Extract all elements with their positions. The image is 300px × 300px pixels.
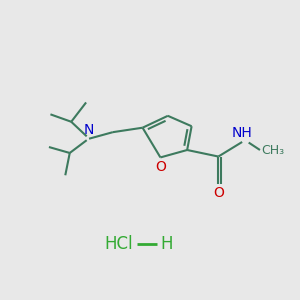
Text: NH: NH	[232, 127, 253, 140]
Text: O: O	[213, 186, 224, 200]
Text: H: H	[160, 235, 172, 253]
Text: N: N	[84, 123, 94, 137]
Text: HCl: HCl	[104, 235, 133, 253]
Text: O: O	[156, 160, 167, 174]
Text: CH₃: CH₃	[262, 143, 285, 157]
